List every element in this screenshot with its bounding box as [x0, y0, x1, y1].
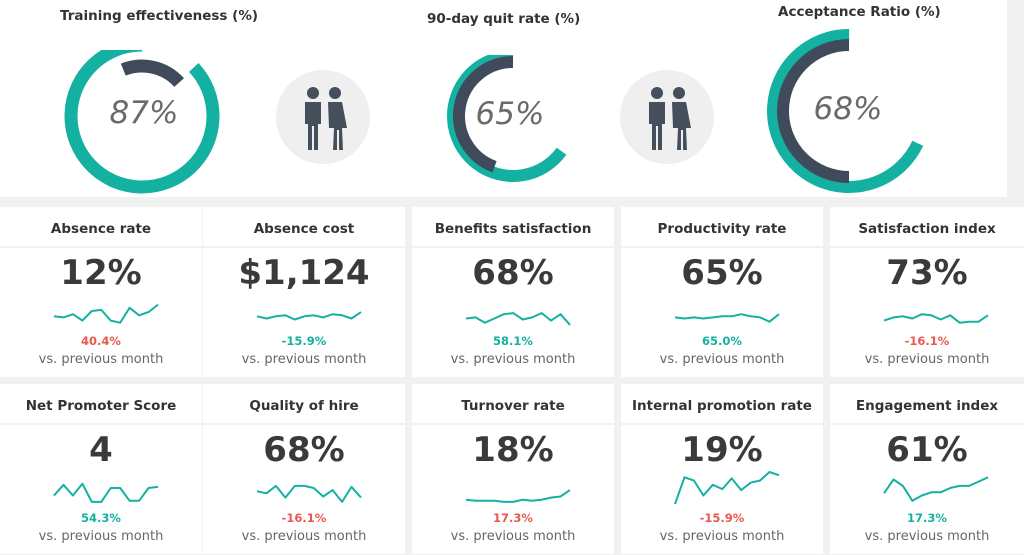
- kpi-change: -15.9%: [699, 511, 745, 525]
- divider: [0, 423, 202, 425]
- kpi-value: 61%: [886, 430, 968, 470]
- sparkline: [256, 484, 362, 503]
- kpi-card: Benefits satisfaction 68% 58.1% vs. previou…: [412, 207, 614, 377]
- kpi-card: Quality of hire 68% -16.1% vs. previous mon…: [203, 384, 405, 554]
- gauge-outer-ring: [767, 29, 931, 193]
- kpi-title: Turnover rate: [461, 398, 565, 414]
- kpi-value: $1,124: [238, 253, 370, 293]
- sparkline: [883, 476, 989, 502]
- sparkline-series: [256, 311, 362, 321]
- sparkline-series: [674, 471, 780, 505]
- gauge-inner-arc: [453, 56, 514, 173]
- kpi-change: -16.1%: [904, 334, 950, 348]
- kpi-card: Productivity rate 65% 65.0% vs. previous mo…: [621, 207, 823, 377]
- sparkline: [53, 303, 159, 324]
- kpi-card: Absence cost $1,124 -15.9% vs. previous mon…: [203, 207, 405, 377]
- sparkline-series: [883, 476, 989, 502]
- sparkline-series: [53, 303, 159, 324]
- couple-icon-circle: [276, 70, 370, 164]
- kpi-value: 68%: [263, 430, 345, 470]
- gauge-panel: Training effectiveness (%) 87% 90-day qu…: [0, 0, 1007, 197]
- divider: [621, 246, 823, 248]
- divider: [203, 423, 405, 425]
- kpi-value: 4: [89, 430, 113, 470]
- kpi-title: Benefits satisfaction: [434, 221, 592, 237]
- gauge-value: 65%: [475, 96, 545, 132]
- kpi-change: 54.3%: [81, 511, 121, 525]
- kpi-value: 18%: [472, 430, 554, 470]
- gauge-title: Training effectiveness (%): [60, 8, 259, 24]
- divider: [0, 246, 202, 248]
- couple-icon-circle: [620, 70, 714, 164]
- sparkline-series: [53, 482, 159, 503]
- kpi-card: Engagement index 61% 17.3% vs. previous mon…: [830, 384, 1024, 554]
- sparkline: [465, 489, 571, 503]
- kpi-card: Turnover rate 18% 17.3% vs. previous month: [412, 384, 614, 554]
- gauge-90-day-quit-rate: [447, 55, 579, 182]
- sparkline-series: [256, 484, 362, 503]
- kpi-title: Absence cost: [253, 221, 355, 237]
- divider: [412, 246, 614, 248]
- kpi-title: Satisfaction index: [858, 221, 996, 237]
- kpi-title: Quality of hire: [249, 398, 359, 414]
- divider: [830, 423, 1024, 425]
- gauge-value: 87%: [109, 95, 179, 131]
- kpi-subtitle: vs. previous month: [864, 352, 990, 367]
- sparkline-series: [465, 489, 571, 503]
- kpi-subtitle: vs. previous month: [450, 352, 576, 367]
- kpi-change: 58.1%: [493, 334, 533, 348]
- kpi-change: -16.1%: [281, 511, 327, 525]
- sparkline: [53, 482, 159, 503]
- kpi-subtitle: vs. previous month: [659, 352, 785, 367]
- sparkline-series: [465, 312, 571, 326]
- kpi-value: 12%: [60, 253, 142, 293]
- kpi-title: Internal promotion rate: [632, 398, 812, 414]
- kpi-change: -15.9%: [281, 334, 327, 348]
- kpi-card: Satisfaction index 73% -16.1% vs. previous …: [830, 207, 1024, 377]
- kpi-subtitle: vs. previous month: [659, 529, 785, 544]
- gauge-inner-arc: [120, 59, 184, 88]
- kpi-subtitle: vs. previous month: [38, 529, 164, 544]
- kpi-change: 40.4%: [81, 334, 121, 348]
- gauge-acceptance-ratio: [767, 29, 931, 193]
- kpi-subtitle: vs. previous month: [450, 529, 576, 544]
- gauge-value: 68%: [813, 91, 883, 127]
- kpi-change: 65.0%: [702, 334, 742, 348]
- kpi-subtitle: vs. previous month: [241, 352, 367, 367]
- sparkline: [883, 313, 989, 324]
- kpi-card: Net Promoter Score 4 54.3% vs. previous mon…: [0, 384, 202, 554]
- kpi-card: Internal promotion rate 19% -15.9% vs. prev…: [621, 384, 823, 554]
- gauge-outer-ring: [64, 50, 220, 194]
- sparkline: [256, 311, 362, 321]
- kpi-subtitle: vs. previous month: [864, 529, 990, 544]
- kpi-title: Engagement index: [855, 398, 999, 414]
- gauge-training-effectiveness: [64, 50, 220, 194]
- kpi-change: 17.3%: [907, 511, 947, 525]
- couple-icon: [649, 87, 691, 150]
- divider: [830, 246, 1024, 248]
- kpi-value: 73%: [886, 253, 968, 293]
- divider: [621, 423, 823, 425]
- sparkline-series: [674, 313, 780, 323]
- kpi-card: Absence rate 12% 40.4% vs. previous month: [0, 207, 202, 377]
- sparkline: [465, 312, 571, 326]
- kpi-value: 19%: [681, 430, 763, 470]
- gauge-title: 90-day quit rate (%): [427, 11, 581, 27]
- sparkline-series: [883, 313, 989, 324]
- kpi-subtitle: vs. previous month: [38, 352, 164, 367]
- kpi-subtitle: vs. previous month: [241, 529, 367, 544]
- kpi-value: 68%: [472, 253, 554, 293]
- kpi-value: 65%: [681, 253, 763, 293]
- kpi-title: Absence rate: [50, 221, 152, 237]
- kpi-title: Productivity rate: [657, 221, 787, 237]
- sparkline: [674, 471, 780, 505]
- kpi-change: 17.3%: [493, 511, 533, 525]
- divider: [203, 246, 405, 248]
- kpi-title: Net Promoter Score: [25, 398, 177, 414]
- sparkline: [674, 313, 780, 323]
- couple-icon: [305, 87, 347, 150]
- gauge-title: Acceptance Ratio (%): [778, 4, 941, 20]
- gauge-inner-arc: [777, 39, 850, 183]
- divider: [412, 423, 614, 425]
